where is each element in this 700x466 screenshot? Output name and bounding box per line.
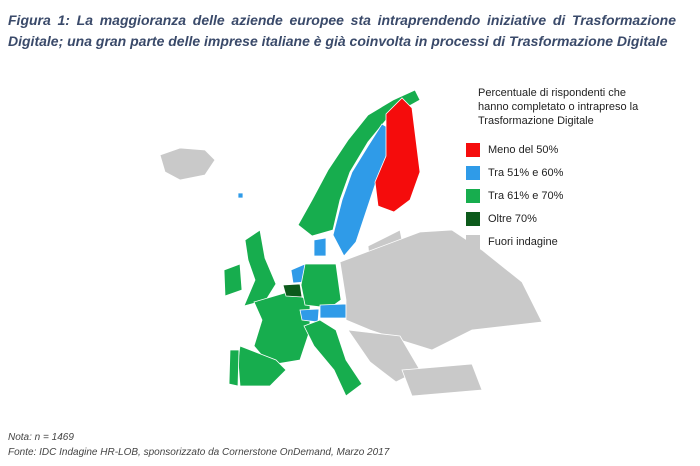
norway (297, 89, 421, 237)
legend-swatch (466, 188, 480, 203)
legend-swatch (466, 165, 480, 180)
turkey (401, 363, 483, 397)
legend-label: Tra 51% e 60% (488, 166, 564, 179)
austria (319, 303, 347, 319)
legend-swatch (466, 142, 480, 157)
legend-swatch (466, 211, 480, 226)
ireland (223, 263, 243, 297)
legend-label: Fuori indagine (488, 235, 558, 248)
france (253, 291, 311, 366)
legend-label: Oltre 70% (488, 212, 537, 225)
uk (243, 229, 277, 307)
faroe (237, 192, 244, 199)
legend-label: Meno del 50% (488, 143, 559, 156)
iceland (159, 147, 216, 181)
legend-item: Oltre 70% (466, 207, 563, 230)
legend-swatch (466, 234, 480, 249)
legend-title: Percentuale di rispondenti che hanno com… (478, 87, 639, 127)
eastern-europe (339, 229, 543, 351)
legend-item: Meno del 50% (466, 138, 563, 161)
legend-item: Tra 51% e 60% (466, 161, 563, 184)
legend-item: Fuori indagine (466, 230, 563, 253)
portugal (228, 349, 240, 387)
germany (300, 263, 342, 309)
italy (303, 319, 363, 397)
finland (374, 97, 421, 213)
denmark (313, 237, 327, 257)
figure-title: Figura 1: La maggioranza delle aziende e… (8, 12, 676, 49)
legend: Meno del 50% Tra 51% e 60% Tra 61% e 70% Ol… (466, 138, 563, 253)
legend-label: Tra 61% e 70% (488, 189, 564, 202)
legend-item: Tra 61% e 70% (466, 184, 563, 207)
note: Nota: n = 1469 (8, 432, 74, 443)
source: Fonte: IDC Indagine HR-LOB, sponsorizzat… (8, 447, 390, 458)
belgium (282, 283, 303, 298)
switzerland (299, 308, 320, 323)
